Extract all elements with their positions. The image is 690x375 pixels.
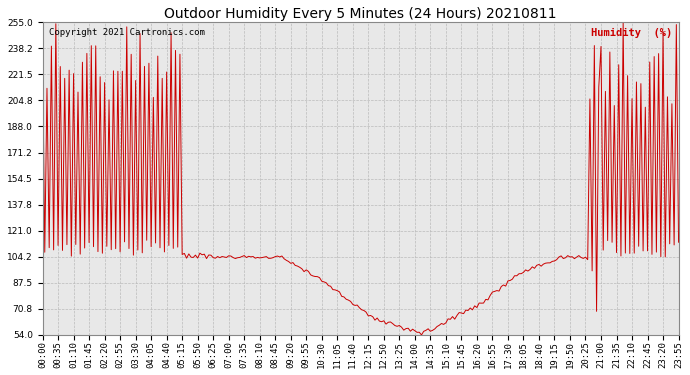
Text: Humidity  (%): Humidity (%) — [591, 28, 672, 38]
Text: Copyright 2021 Cartronics.com: Copyright 2021 Cartronics.com — [49, 28, 205, 38]
Title: Outdoor Humidity Every 5 Minutes (24 Hours) 20210811: Outdoor Humidity Every 5 Minutes (24 Hou… — [164, 7, 557, 21]
